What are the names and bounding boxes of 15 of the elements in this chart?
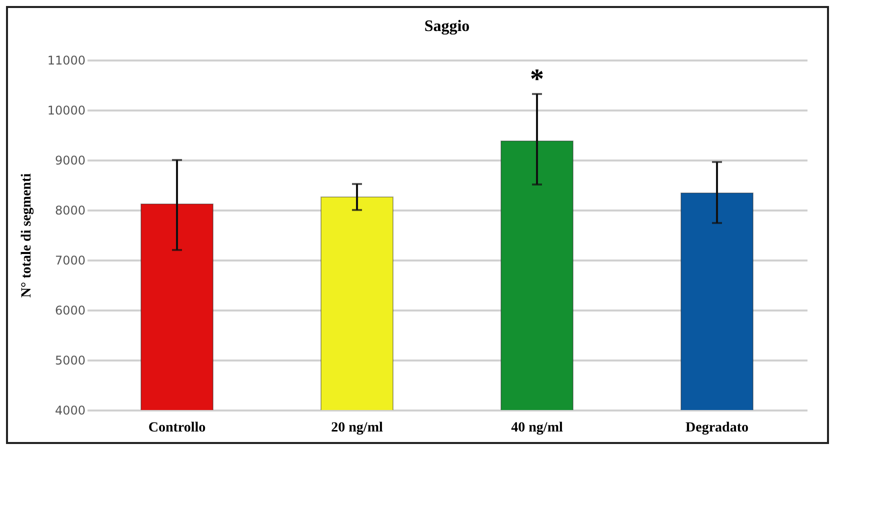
x-tick-label: Controllo <box>148 420 206 436</box>
y-tick-label: 4000 <box>54 404 86 418</box>
y-tick-label: 9000 <box>54 154 86 168</box>
y-tick-label: 7000 <box>54 254 86 268</box>
y-tick-label: 8000 <box>54 204 86 218</box>
chart-title: Saggio <box>424 18 470 35</box>
y-tick-label: 6000 <box>54 304 86 318</box>
y-axis-title: N° totale di segmenti <box>19 173 34 298</box>
y-tick-label: 11000 <box>47 54 86 68</box>
x-tick-label: 20 ng/ml <box>331 420 383 436</box>
x-tick-label: 40 ng/ml <box>511 420 563 436</box>
y-tick-label: 5000 <box>54 354 86 368</box>
y-tick-label: 10000 <box>47 104 86 118</box>
x-tick-label: Degradato <box>686 420 748 436</box>
annotation: * <box>530 64 544 95</box>
